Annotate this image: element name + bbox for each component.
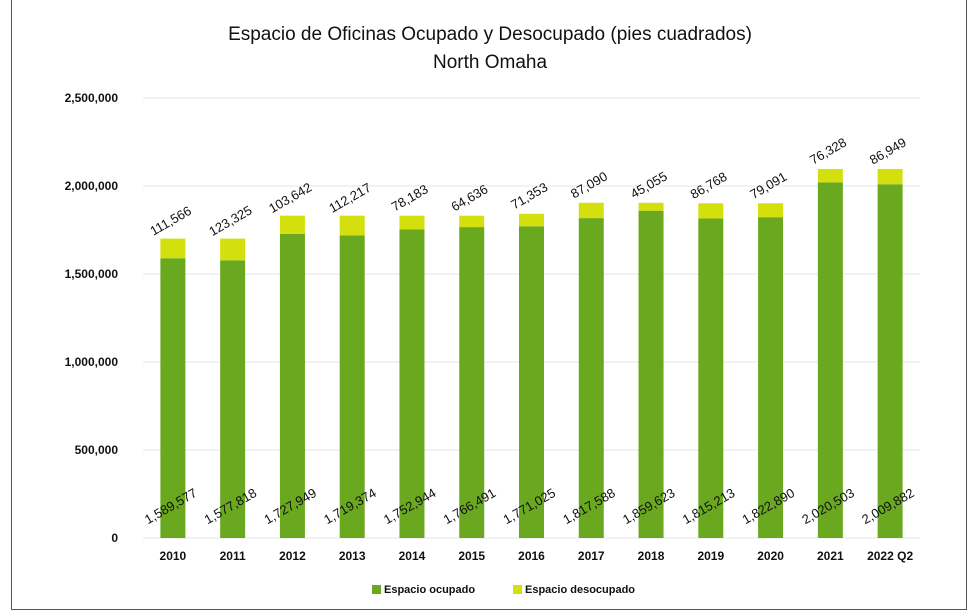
y-tick-label: 0 [111,531,118,545]
data-label-vacant: 87,090 [568,168,610,201]
bar-vacant [758,203,784,218]
bar-occupied [638,210,664,538]
bar-vacant [399,215,425,230]
bar-vacant [698,203,724,219]
bar-vacant [817,168,843,183]
bar-occupied [459,227,485,538]
bar-occupied [698,218,724,538]
legend-label-vacant: Espacio desocupado [525,584,635,596]
data-label-vacant: 76,328 [807,135,849,168]
data-label-vacant: 103,642 [266,179,314,215]
x-tick-label: 2014 [399,549,426,563]
bar-vacant [877,168,903,185]
data-label-vacant: 79,091 [747,169,789,202]
x-tick-label: 2017 [578,549,605,563]
x-tick-label: 2010 [160,549,187,563]
chart-subtitle: North Omaha [433,52,547,73]
bar-occupied [758,217,784,538]
data-label-vacant: 123,325 [206,202,254,238]
x-tick-label: 2021 [817,549,844,563]
y-tick-label: 2,500,000 [65,91,119,105]
bar-occupied [877,184,903,538]
legend: Espacio ocupado Espacio desocupado [372,584,635,596]
bar-vacant [638,202,664,211]
bar-vacant [578,202,604,219]
data-label-vacant: 71,353 [508,179,550,212]
data-label-vacant: 45,055 [628,168,670,201]
y-tick-label: 2,000,000 [65,179,119,193]
x-tick-label: 2018 [638,549,665,563]
legend-swatch-vacant [513,585,522,594]
x-tick-label: 2016 [518,549,545,563]
bar-occupied [279,233,305,538]
x-tick-label: 2012 [279,549,306,563]
data-label-vacant: 112,217 [326,180,373,216]
legend-label-occupied: Espacio ocupado [384,584,475,596]
bar-occupied [220,260,246,538]
bar-vacant [519,213,544,227]
bar-occupied [519,226,544,538]
bar-vacant [220,238,246,261]
x-tick-label: 2011 [220,549,246,563]
data-label-vacant: 111,566 [147,203,194,239]
x-tick-label: 2013 [339,549,366,563]
chart-title: Espacio de Oficinas Ocupado y Desocupado… [228,24,752,45]
y-tick-label: 500,000 [75,443,119,457]
bar-occupied [160,258,186,538]
data-label-vacant: 86,768 [688,169,730,202]
bar-vacant [459,215,485,228]
bars [160,168,903,539]
x-tick-label: 2019 [697,549,724,563]
bar-occupied [817,182,843,538]
chart-frame [11,0,967,610]
y-tick-label: 1,000,000 [65,355,119,369]
x-tick-label: 2022 Q2 [867,549,913,563]
legend-swatch-occupied [372,585,381,594]
y-tick-label: 1,500,000 [65,267,119,281]
axes: 0 500,000 1,000,000 1,500,000 2,000,000 2,500… [65,91,914,563]
bar-occupied [578,218,604,539]
x-tick-label: 2020 [757,549,784,563]
bar-occupied [339,235,365,538]
data-label-vacant: 86,949 [867,135,909,168]
bar-occupied [399,229,425,538]
bar-vacant [339,215,365,236]
x-tick-label: 2015 [458,549,485,563]
bar-vacant [160,238,186,259]
bar-vacant [279,215,305,234]
